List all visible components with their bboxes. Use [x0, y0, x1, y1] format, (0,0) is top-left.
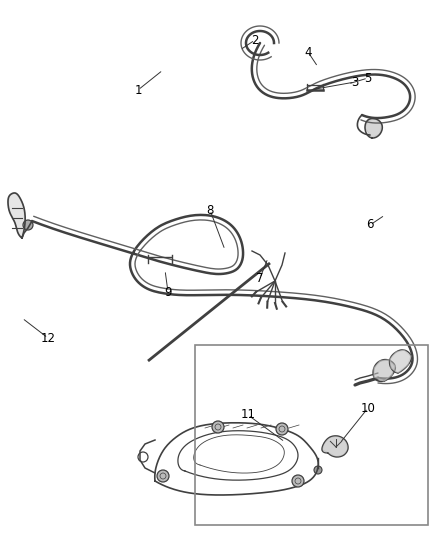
Circle shape: [292, 475, 304, 487]
Text: 6: 6: [366, 219, 374, 231]
Text: 1: 1: [134, 84, 142, 96]
Text: 3: 3: [351, 76, 359, 88]
Polygon shape: [374, 360, 395, 381]
Text: 2: 2: [251, 34, 259, 46]
Text: 8: 8: [206, 204, 214, 216]
Circle shape: [314, 466, 322, 474]
Text: 11: 11: [240, 408, 255, 422]
Polygon shape: [322, 436, 348, 457]
Polygon shape: [8, 193, 25, 238]
Circle shape: [157, 470, 169, 482]
Text: 9: 9: [164, 286, 172, 298]
Text: 4: 4: [304, 45, 312, 59]
Circle shape: [23, 220, 33, 230]
Text: 5: 5: [364, 71, 372, 85]
Polygon shape: [365, 119, 382, 138]
Text: 10: 10: [360, 401, 375, 415]
Circle shape: [212, 421, 224, 433]
Circle shape: [276, 423, 288, 435]
Bar: [195, 345, 428, 525]
Text: 12: 12: [40, 332, 56, 344]
Text: 7: 7: [256, 271, 264, 285]
Polygon shape: [390, 350, 411, 373]
